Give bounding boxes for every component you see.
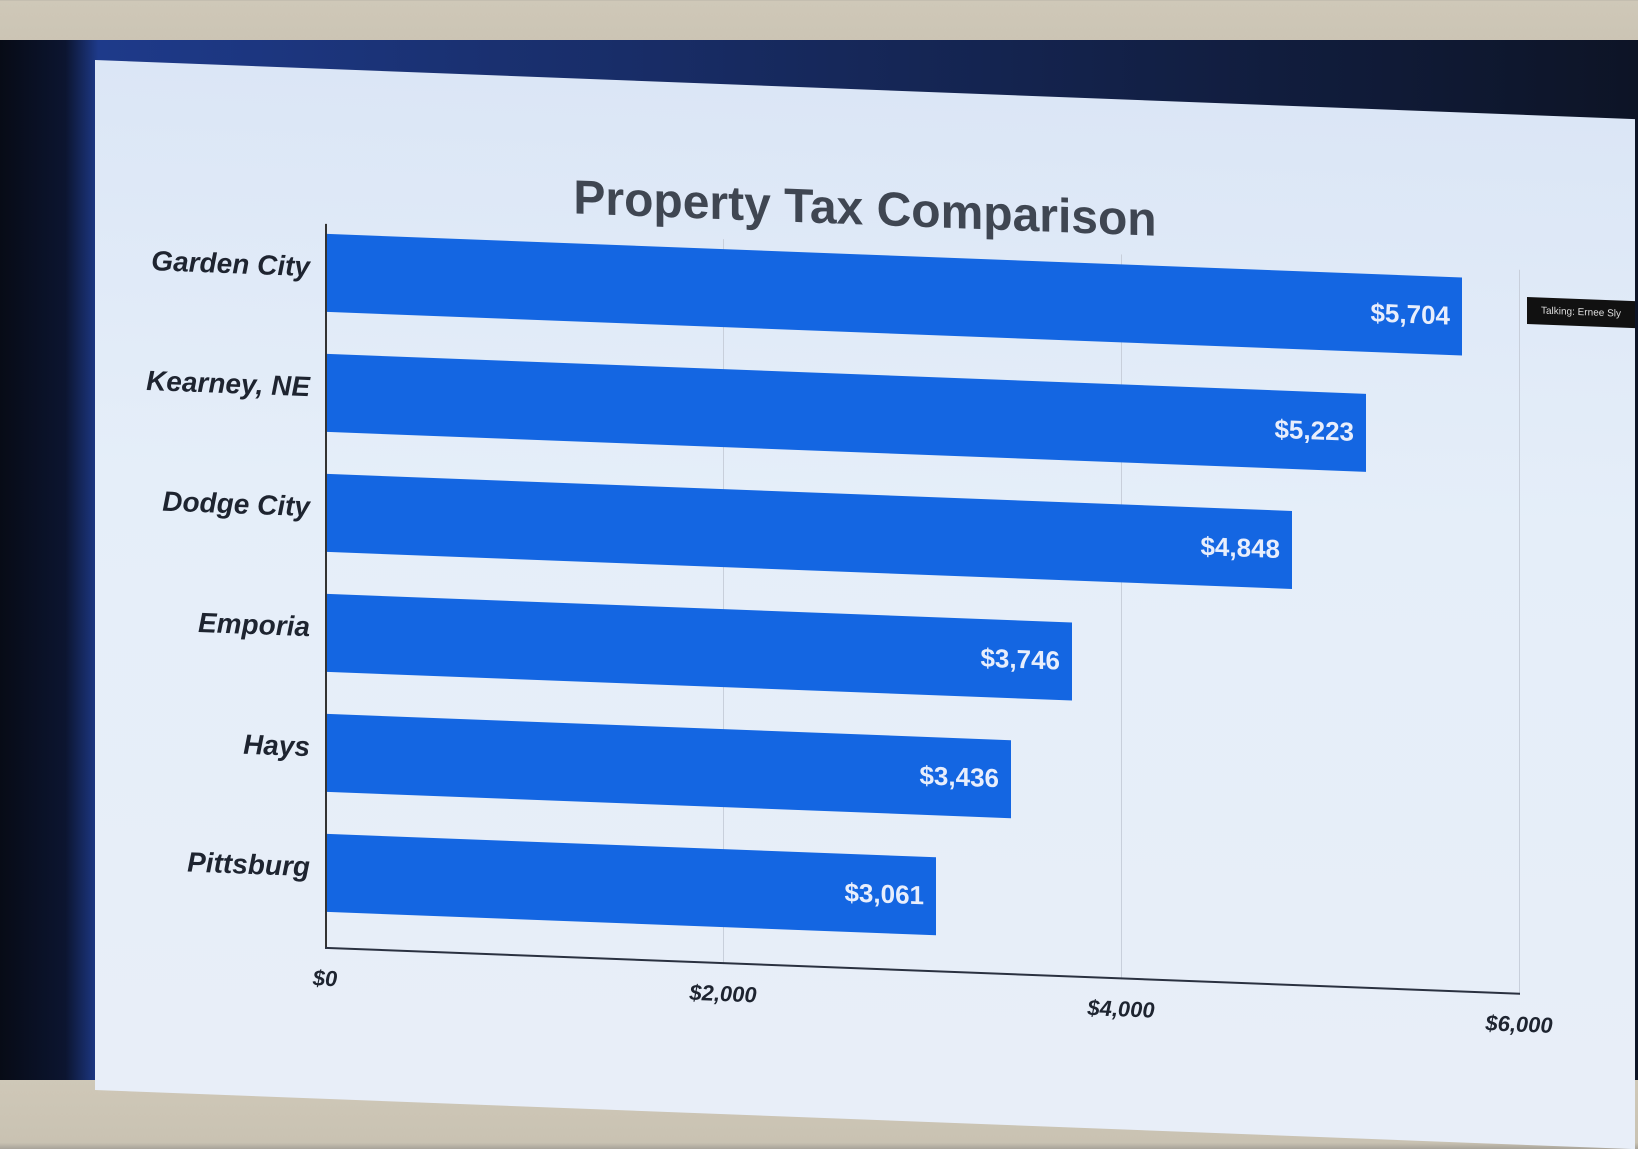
value-label: $3,746 [980, 642, 1060, 676]
gridline-6000 [1519, 269, 1520, 995]
category-label: Emporia [197, 606, 310, 643]
x-axis [325, 946, 1520, 995]
value-label: $4,848 [1200, 530, 1280, 565]
bar: $5,223 [327, 353, 1366, 472]
x-tick: $0 [312, 965, 338, 992]
category-label: Pittsburg [187, 846, 310, 883]
y-axis [325, 223, 327, 949]
gridline-4000 [1121, 254, 1122, 980]
category-label: Hays [243, 728, 310, 763]
value-label: $5,704 [1370, 297, 1450, 331]
category-label: Dodge City [162, 485, 310, 523]
speaker-badge: Talking: Ernee Sly [1526, 297, 1635, 329]
bar: $3,436 [327, 713, 1011, 819]
value-label: $3,436 [919, 760, 999, 794]
category-label: Garden City [151, 245, 310, 283]
value-label: $5,223 [1274, 413, 1354, 447]
category-label: Kearney, NE [146, 364, 310, 403]
bar: $3,746 [327, 593, 1072, 701]
x-tick: $2,000 [689, 979, 757, 1008]
x-tick: $6,000 [1485, 1010, 1553, 1038]
plot-area: Garden City $5,704 Kearney, NE $5,223 Do… [146, 223, 1553, 1038]
bar: $4,848 [327, 473, 1292, 589]
bar: $3,061 [327, 833, 936, 936]
value-label: $3,061 [844, 877, 924, 911]
slide: Property Tax Comparison Talking: Ernee S… [95, 60, 1635, 1149]
x-tick: $4,000 [1087, 995, 1155, 1023]
